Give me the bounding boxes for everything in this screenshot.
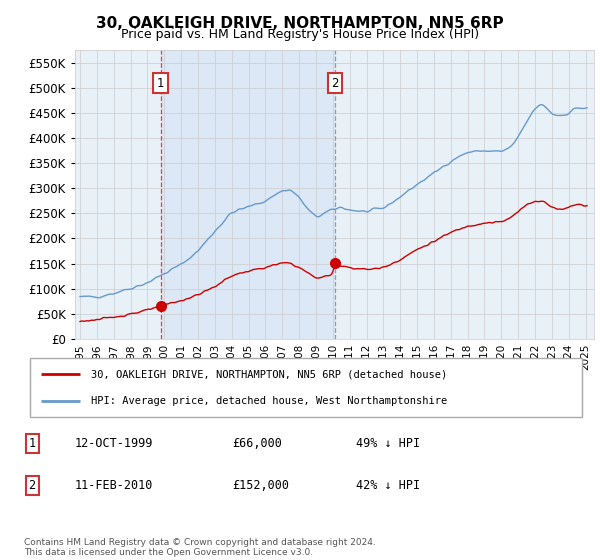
Text: £152,000: £152,000 — [232, 479, 289, 492]
Text: £66,000: £66,000 — [232, 437, 282, 450]
Text: 2: 2 — [29, 479, 35, 492]
Bar — [161, 50, 335, 339]
Text: 42% ↓ HPI: 42% ↓ HPI — [356, 479, 421, 492]
Text: 30, OAKLEIGH DRIVE, NORTHAMPTON, NN5 6RP (detached house): 30, OAKLEIGH DRIVE, NORTHAMPTON, NN5 6RP… — [91, 369, 447, 379]
Text: 11-FEB-2010: 11-FEB-2010 — [74, 479, 153, 492]
Text: 1: 1 — [29, 437, 35, 450]
FancyBboxPatch shape — [30, 358, 582, 417]
Text: 49% ↓ HPI: 49% ↓ HPI — [356, 437, 421, 450]
Text: Contains HM Land Registry data © Crown copyright and database right 2024.
This d: Contains HM Land Registry data © Crown c… — [24, 538, 376, 557]
Text: 2: 2 — [331, 77, 338, 90]
Text: 30, OAKLEIGH DRIVE, NORTHAMPTON, NN5 6RP: 30, OAKLEIGH DRIVE, NORTHAMPTON, NN5 6RP — [96, 16, 504, 31]
Text: HPI: Average price, detached house, West Northamptonshire: HPI: Average price, detached house, West… — [91, 396, 447, 407]
Text: 1: 1 — [157, 77, 164, 90]
Text: Price paid vs. HM Land Registry's House Price Index (HPI): Price paid vs. HM Land Registry's House … — [121, 28, 479, 41]
Text: 12-OCT-1999: 12-OCT-1999 — [74, 437, 153, 450]
